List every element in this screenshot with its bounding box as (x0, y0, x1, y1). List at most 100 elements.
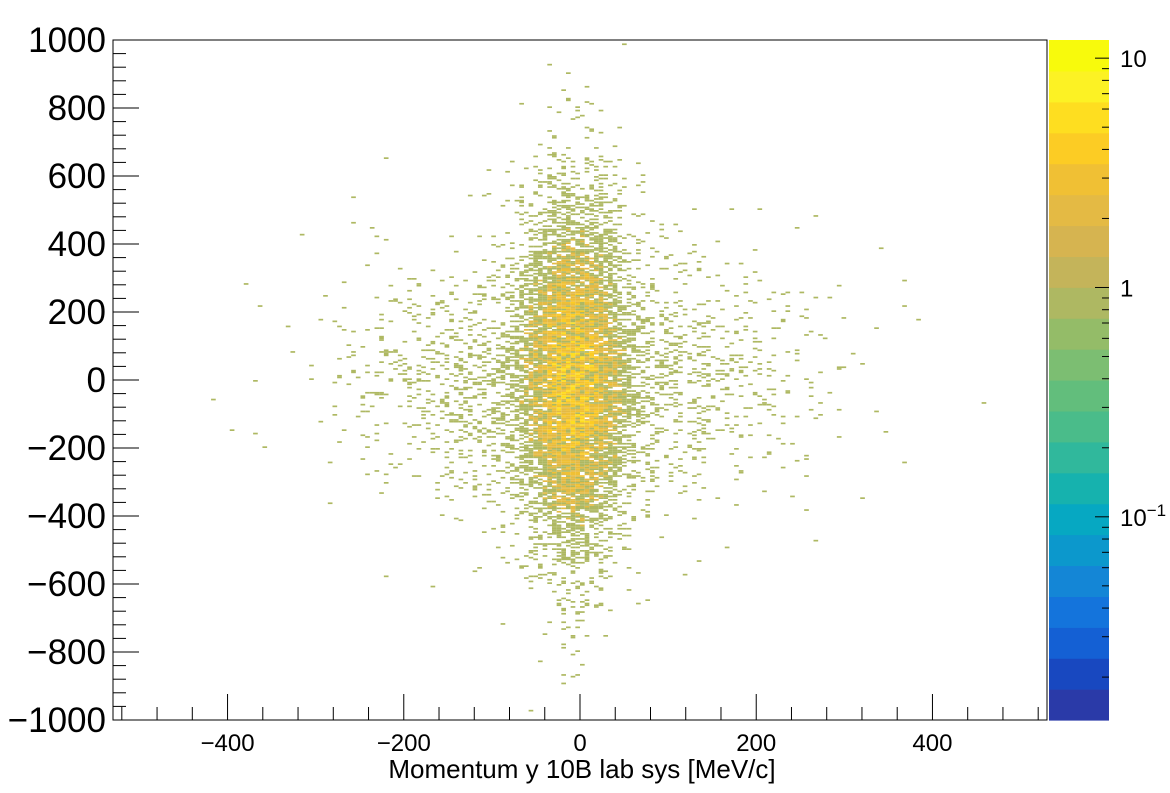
heatmap-cell (542, 471, 548, 474)
heatmap-cell (477, 357, 482, 360)
heatmap-cell (640, 405, 646, 408)
heatmap-cell (598, 223, 604, 226)
heatmap-cell (584, 424, 590, 426)
heatmap-cell (608, 386, 613, 389)
heatmap-cell (640, 240, 646, 243)
heatmap-cell (612, 232, 618, 234)
heatmap-cell (547, 504, 552, 506)
heatmap-cell (551, 276, 557, 278)
heatmap-cell (491, 320, 496, 323)
heatmap-cell (622, 383, 627, 386)
heatmap-cell (551, 533, 557, 535)
heatmap-cell (584, 162, 590, 165)
heatmap-cell (388, 380, 394, 382)
heatmap-cell (481, 531, 487, 533)
heatmap-cell (598, 385, 604, 387)
heatmap-cell (505, 274, 510, 277)
heatmap-cell (580, 284, 585, 287)
heatmap-cell (598, 424, 604, 426)
heatmap-cell (533, 312, 538, 314)
heatmap-cell (514, 507, 520, 510)
heatmap-cell (622, 249, 627, 251)
heatmap-cell (598, 301, 604, 304)
heatmap-cell (575, 380, 580, 382)
heatmap-cell (477, 393, 482, 396)
heatmap-cell (570, 482, 576, 484)
heatmap-cell (365, 436, 370, 438)
heatmap-cell (580, 252, 585, 255)
heatmap-cell (523, 293, 529, 295)
heatmap-cell (477, 235, 482, 238)
heatmap-cell (505, 393, 510, 396)
heatmap-cell (575, 230, 580, 233)
heatmap-cell (500, 266, 506, 268)
heatmap-cell (565, 272, 571, 275)
heatmap-cell (505, 461, 510, 464)
heatmap-cell (547, 400, 552, 403)
heatmap-cell (580, 500, 585, 503)
heatmap-cell (575, 410, 580, 413)
heatmap-cell (580, 310, 585, 312)
heatmap-cell (575, 531, 580, 533)
heatmap-cell (533, 283, 538, 285)
heatmap-cell (575, 546, 580, 549)
heatmap-cell (584, 257, 590, 260)
heatmap-cell (523, 431, 529, 433)
heatmap-cell (551, 315, 557, 318)
heatmap-cell (636, 330, 641, 333)
heatmap-cell (580, 529, 585, 532)
heatmap-cell (463, 400, 468, 403)
heatmap-cell (645, 295, 651, 297)
heatmap-cell (500, 422, 506, 425)
heatmap-cell (453, 380, 459, 382)
heatmap-cell (565, 227, 571, 229)
heatmap-cell (547, 363, 552, 365)
heatmap-cell (570, 337, 576, 340)
heatmap-cell (589, 238, 595, 241)
heatmap-cell (523, 337, 529, 340)
heatmap-cell (612, 383, 618, 386)
heatmap-cell (608, 461, 613, 464)
heatmap-cell (594, 403, 599, 406)
heatmap-cell (584, 437, 590, 440)
heatmap-cell (519, 417, 524, 420)
heatmap-cell (636, 249, 641, 251)
heatmap-cell (575, 393, 580, 396)
heatmap-cell (589, 427, 595, 430)
heatmap-cell (528, 380, 534, 382)
heatmap-cell (580, 594, 585, 596)
heatmap-cell (561, 502, 566, 505)
heatmap-cell (570, 512, 576, 515)
heatmap-cell (570, 470, 576, 472)
heatmap-cell (594, 507, 599, 510)
heatmap-cell (551, 298, 557, 301)
heatmap-cell (449, 412, 454, 414)
heatmap-cell (603, 356, 609, 358)
heatmap-cell (598, 269, 604, 272)
heatmap-cell (636, 301, 641, 304)
heatmap-cell (537, 425, 543, 428)
heatmap-cell (402, 310, 408, 312)
heatmap-cell (519, 291, 524, 294)
heatmap-cell (495, 546, 501, 549)
heatmap-cell (659, 407, 665, 409)
heatmap-cell (565, 526, 571, 528)
heatmap-cell (561, 354, 566, 357)
heatmap-cell (608, 257, 613, 260)
heatmap-cell (584, 371, 590, 374)
heatmap-cell (528, 407, 534, 409)
heatmap-cell (519, 335, 524, 338)
heatmap-cell (570, 473, 576, 476)
heatmap-cell (565, 306, 571, 309)
heatmap-cell (519, 272, 524, 275)
heatmap-cell (603, 313, 609, 316)
heatmap-cell (584, 300, 590, 302)
heatmap-cell (481, 194, 487, 197)
heatmap-cell (598, 335, 604, 338)
heatmap-cell (439, 306, 445, 309)
heatmap-cell (528, 329, 534, 331)
heatmap-cell (612, 284, 618, 287)
heatmap-cell (580, 444, 585, 447)
heatmap-cell (467, 422, 473, 425)
heatmap-cell (626, 442, 632, 445)
